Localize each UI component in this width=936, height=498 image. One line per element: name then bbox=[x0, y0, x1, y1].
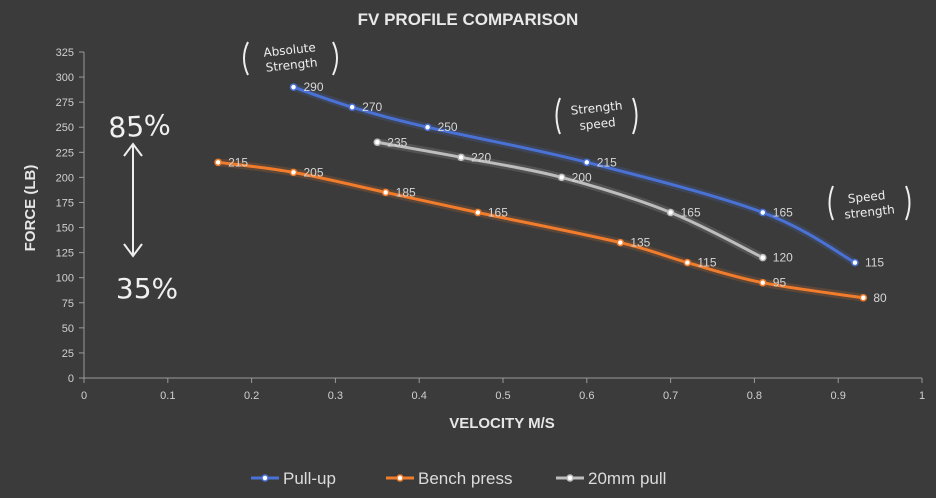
speed-strength-label-line2: strength bbox=[844, 202, 896, 221]
20mm-pull-data-label: 200 bbox=[572, 170, 592, 184]
pct-high-label: 85% bbox=[108, 108, 172, 144]
bench-press-point bbox=[616, 238, 625, 247]
y-tick-label: 25 bbox=[62, 348, 74, 360]
x-tick-label: 0.9 bbox=[831, 390, 846, 402]
20mm-pull-point bbox=[666, 208, 675, 217]
speed-strength-note: Speed strength bbox=[828, 185, 911, 222]
legend-label-pull-up: Pull-up bbox=[283, 469, 336, 488]
absolute-strength-note: Absolute Strength bbox=[243, 40, 338, 76]
y-tick-label: 75 bbox=[62, 298, 74, 310]
pull-up-point bbox=[759, 208, 767, 217]
range-arrow-icon bbox=[123, 142, 143, 258]
y-tick-label: 125 bbox=[56, 248, 74, 260]
bench-press-data-label: 95 bbox=[773, 276, 787, 290]
pull-up-point bbox=[289, 83, 298, 91]
axes: 0 25 50 75 100 125 150 175 200 225 250 275 300 325 0 0.… bbox=[56, 47, 925, 402]
legend-label-20mm-pull: 20mm pull bbox=[588, 469, 666, 488]
x-tick-label: 0.4 bbox=[412, 390, 427, 402]
x-tick-label: 0.1 bbox=[160, 390, 175, 402]
bench-press-point bbox=[381, 188, 390, 197]
legend-marker-pull-up bbox=[261, 474, 269, 482]
pull-up-point bbox=[583, 158, 591, 167]
20mm-pull-data-label: 235 bbox=[387, 135, 407, 149]
20mm-pull-data-label: 165 bbox=[681, 205, 701, 219]
chart-title: FV PROFILE COMPARISON bbox=[358, 10, 579, 29]
pct-low-label: 35% bbox=[116, 272, 178, 305]
20mm-pull-data-label: 120 bbox=[773, 251, 793, 265]
x-tick-label: 0.7 bbox=[663, 390, 678, 402]
bench-press-line-glow bbox=[214, 158, 868, 302]
pull-up-data-label: 270 bbox=[362, 100, 382, 114]
y-tick-label: 225 bbox=[56, 147, 74, 159]
series-bench-press: 215 205 185 165 135 115 95 80 bbox=[214, 155, 887, 305]
bench-press-point bbox=[289, 168, 298, 177]
bench-press-point bbox=[474, 208, 482, 217]
bench-press-data-label: 215 bbox=[228, 155, 248, 169]
pull-up-data-label: 115 bbox=[865, 256, 884, 270]
strength-speed-label-line1: Strength bbox=[570, 98, 623, 117]
bench-press-point bbox=[759, 278, 767, 287]
bench-press-point bbox=[683, 258, 692, 267]
speed-strength-label-line1: Speed bbox=[847, 188, 886, 206]
bench-press-data-label: 115 bbox=[697, 256, 716, 270]
y-tick-label: 300 bbox=[56, 72, 74, 84]
legend: Pull-up Bench press 20mm pull bbox=[251, 469, 666, 488]
x-tick-label: 0.8 bbox=[747, 390, 762, 402]
y-tick-label: 150 bbox=[56, 223, 74, 235]
20mm-pull-point bbox=[457, 153, 465, 162]
y-tick-label: 325 bbox=[56, 47, 74, 59]
bench-press-data-label: 205 bbox=[304, 165, 324, 179]
bench-press-line bbox=[216, 160, 865, 300]
series-pull-up: 290 270 250 215 165 115 bbox=[289, 80, 884, 270]
x-tick-label: 0.3 bbox=[328, 390, 343, 402]
pull-up-data-label: 165 bbox=[773, 205, 793, 219]
strength-speed-note: Strength speed bbox=[555, 97, 638, 135]
x-tick-label: 1 bbox=[919, 390, 925, 402]
20mm-pull-data-label: 220 bbox=[471, 150, 491, 164]
y-tick-label: 175 bbox=[56, 197, 74, 209]
y-axis-title: FORCE (LB) bbox=[22, 165, 39, 252]
legend-label-bench-press: Bench press bbox=[418, 469, 513, 488]
x-tick-label: 0.5 bbox=[495, 390, 510, 402]
20mm-pull-point bbox=[373, 138, 382, 147]
x-tick-label: 0.6 bbox=[579, 390, 594, 402]
bench-press-data-label: 80 bbox=[873, 291, 887, 305]
bench-press-data-label: 165 bbox=[488, 205, 508, 219]
y-tick-label: 100 bbox=[56, 273, 74, 285]
bench-press-point bbox=[859, 294, 868, 302]
y-tick-label: 275 bbox=[56, 97, 74, 109]
x-axis-title: VELOCITY M/S bbox=[449, 415, 555, 432]
20mm-pull-point bbox=[557, 173, 566, 182]
series-20mm-pull: 235 220 200 165 120 bbox=[373, 135, 793, 265]
absolute-strength-label-line2: Strength bbox=[265, 55, 318, 74]
20mm-pull-point bbox=[759, 253, 767, 262]
y-tick-label: 50 bbox=[62, 323, 74, 335]
pull-up-data-label: 250 bbox=[438, 120, 458, 134]
absolute-strength-label-line1: Absolute bbox=[263, 40, 317, 59]
strength-speed-label-line2: speed bbox=[579, 115, 617, 133]
bench-press-point bbox=[214, 158, 222, 167]
legend-marker-bench-press bbox=[396, 474, 404, 482]
pull-up-point bbox=[851, 258, 859, 267]
series-layer: 290 270 250 215 165 115 215 205 185 165 135 115 95 80… bbox=[214, 80, 887, 305]
y-tick-label: 200 bbox=[56, 172, 74, 184]
bench-press-data-label: 135 bbox=[630, 236, 650, 250]
y-tick-label: 250 bbox=[56, 122, 74, 134]
x-tick-label: 0 bbox=[81, 390, 87, 402]
legend-marker-20mm-pull bbox=[566, 474, 574, 482]
y-tick-label: 0 bbox=[68, 373, 74, 385]
pull-up-data-label: 215 bbox=[597, 155, 617, 169]
pull-up-point bbox=[423, 123, 432, 131]
handwritten-annotations: Absolute Strength Strength speed Speed s… bbox=[108, 40, 911, 305]
pull-up-point bbox=[348, 103, 356, 111]
bench-press-data-label: 185 bbox=[396, 185, 416, 199]
x-tick-label: 0.2 bbox=[244, 390, 259, 402]
pull-up-data-label: 290 bbox=[304, 80, 324, 94]
